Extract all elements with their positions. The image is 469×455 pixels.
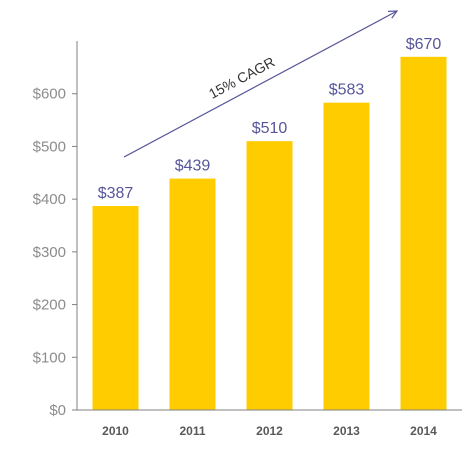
y-tick-label: $600 [33,86,66,103]
data-label-2014: $670 [406,36,442,53]
data-label-2011: $439 [175,158,211,175]
y-tick-label: $300 [33,244,66,261]
data-label-2012: $510 [252,120,288,137]
bar-2013 [323,102,370,410]
x-tick-label-2012: 2012 [256,424,283,438]
data-labels: $387 $439 $510 $583 $670 [98,36,442,202]
bar-2014 [400,56,447,411]
bar-2010 [92,205,139,410]
data-label-2010: $387 [98,185,134,202]
cagr-arrow [123,10,399,158]
cagr-arrow-head [387,10,399,19]
x-tick-label-2014: 2014 [410,424,437,438]
x-axis-ticks: 2010 2011 2012 2013 2014 [102,424,437,438]
y-tick-label: $200 [33,297,66,314]
y-tick-label: $500 [33,138,66,155]
y-axis-ticks: $0 $100 $200 $300 $400 $500 $600 [33,86,77,419]
y-tick-label: $0 [49,402,66,419]
y-tick-label: $400 [33,191,66,208]
bar-2012 [246,141,293,410]
bars [92,56,447,411]
data-label-2013: $583 [329,82,365,99]
x-tick-label-2010: 2010 [102,424,129,438]
y-tick-label: $100 [33,349,66,366]
bar-2011 [169,178,216,410]
x-tick-label-2011: 2011 [179,424,205,438]
x-tick-label-2013: 2013 [333,424,360,438]
cagr-arrow-line [123,10,398,158]
